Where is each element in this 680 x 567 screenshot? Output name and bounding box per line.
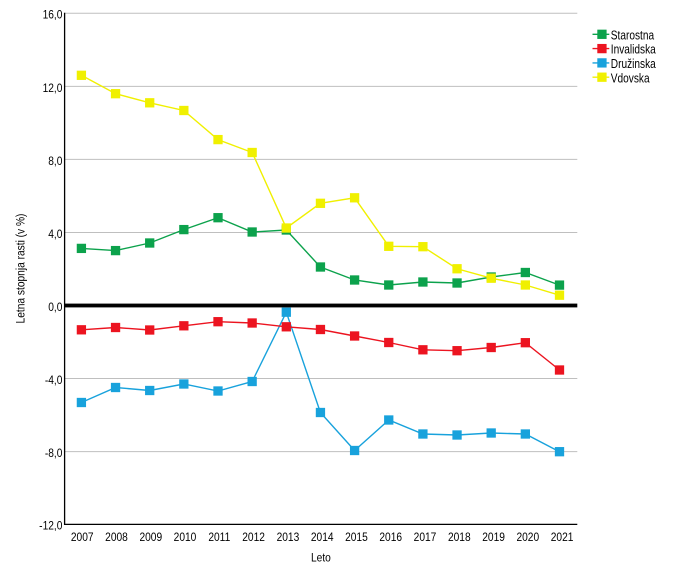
svg-text:16,0: 16,0: [43, 9, 63, 22]
svg-text:12,0: 12,0: [43, 82, 63, 95]
svg-text:4,0: 4,0: [48, 228, 62, 241]
svg-text:2018: 2018: [448, 531, 471, 544]
svg-text:2009: 2009: [139, 531, 162, 544]
svg-text:2012: 2012: [242, 531, 265, 544]
svg-text:2010: 2010: [174, 531, 197, 544]
svg-text:2017: 2017: [414, 531, 437, 544]
svg-text:2011: 2011: [208, 531, 230, 544]
svg-text:2015: 2015: [345, 531, 368, 544]
svg-text:2007: 2007: [71, 531, 94, 544]
svg-text:-12,0: -12,0: [39, 520, 62, 533]
svg-text:2019: 2019: [482, 531, 505, 544]
svg-text:2020: 2020: [516, 531, 539, 544]
svg-text:Starostna: Starostna: [611, 30, 655, 43]
svg-text:8,0: 8,0: [48, 155, 62, 168]
svg-text:2013: 2013: [277, 531, 300, 544]
svg-text:2021: 2021: [551, 531, 574, 544]
svg-text:2008: 2008: [105, 531, 128, 544]
svg-text:Vdovska: Vdovska: [611, 72, 650, 85]
svg-text:-4,0: -4,0: [45, 374, 63, 387]
svg-text:Družinska: Družinska: [611, 58, 657, 71]
svg-text:Leto: Leto: [311, 552, 331, 565]
svg-text:Letna stopnja rasti (v %): Letna stopnja rasti (v %): [15, 213, 28, 323]
svg-text:-8,0: -8,0: [45, 447, 63, 460]
svg-text:Invalidska: Invalidska: [611, 44, 657, 57]
svg-text:0,0: 0,0: [48, 301, 62, 314]
svg-text:2016: 2016: [379, 531, 402, 544]
svg-text:2014: 2014: [311, 531, 334, 544]
